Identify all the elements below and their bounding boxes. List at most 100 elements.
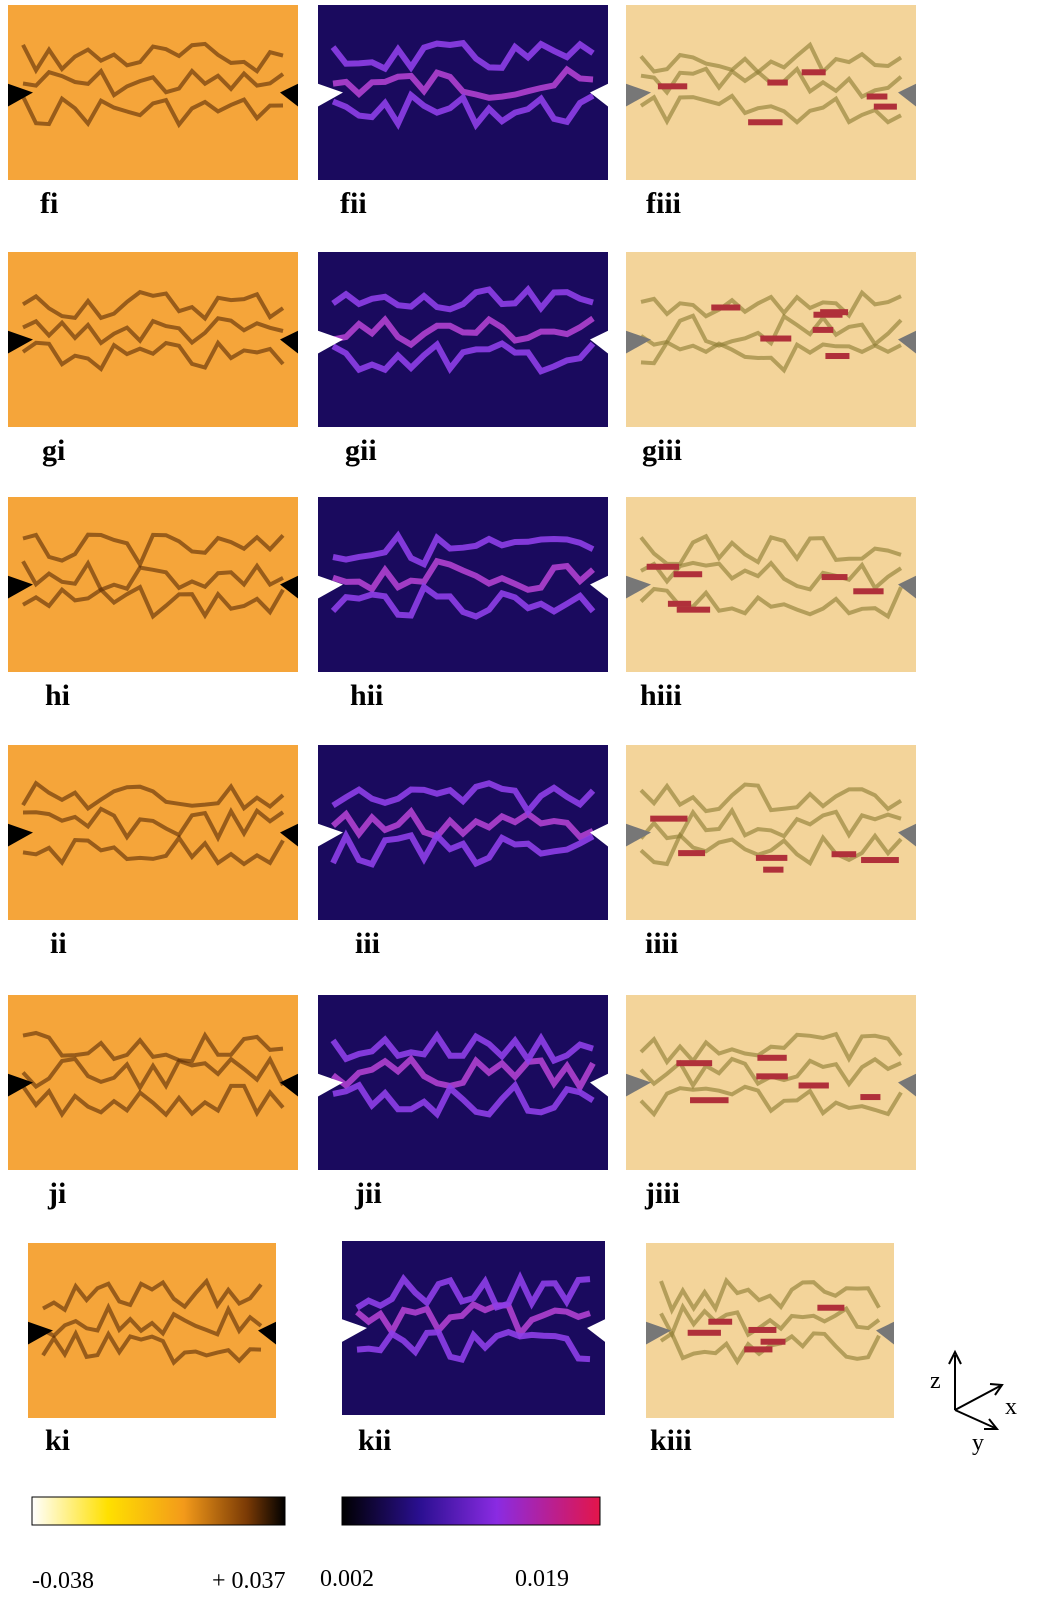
panel-label: gi: [42, 434, 65, 467]
notch: [258, 1321, 276, 1345]
crack: [331, 339, 596, 375]
crack: [22, 532, 285, 569]
crack: [332, 1080, 595, 1119]
crack: [330, 39, 595, 73]
damage-patch: [831, 851, 857, 858]
crack: [330, 829, 595, 868]
panel-label: jiii: [644, 1177, 680, 1210]
crack: [21, 559, 284, 593]
panel-image: [8, 5, 298, 180]
crack: [355, 1271, 591, 1311]
notch: [318, 83, 343, 107]
notch: [8, 330, 33, 354]
damage-patch: [657, 83, 688, 90]
damage-patch: [760, 1338, 786, 1345]
notch: [318, 330, 343, 354]
damage-patch: [687, 1329, 721, 1336]
panel-label: hiii: [640, 679, 682, 712]
notch: [590, 330, 608, 354]
panel-label: gii: [345, 434, 377, 467]
damage-patch: [812, 326, 834, 333]
damage-patch: [690, 1097, 729, 1104]
crack: [331, 90, 595, 131]
panel-image: [8, 252, 298, 427]
notch: [8, 1073, 33, 1097]
panel-image: [8, 497, 298, 672]
crack: [21, 95, 284, 129]
notch: [28, 1321, 53, 1345]
damage-patch: [755, 854, 788, 861]
damage-patch: [678, 850, 706, 857]
notch: [280, 823, 298, 847]
crack: [21, 1055, 285, 1092]
crack: [356, 1328, 591, 1363]
damage-patch: [748, 119, 783, 126]
crack: [42, 1277, 263, 1313]
notch: [590, 823, 608, 847]
crack: [639, 1084, 903, 1118]
notch: [626, 1073, 651, 1097]
axis-label: z: [930, 1368, 941, 1394]
damage-patch: [801, 69, 826, 76]
notch: [898, 83, 916, 107]
crack: [659, 1302, 881, 1339]
damage-patch: [873, 103, 897, 110]
panel-label: iiii: [645, 927, 678, 960]
damage-patch: [825, 353, 850, 360]
notch: [590, 83, 608, 107]
crack: [331, 284, 594, 314]
panel-image: [8, 995, 298, 1170]
crack: [22, 1030, 284, 1064]
crack: [330, 1030, 594, 1066]
damage-patch: [817, 1304, 845, 1311]
crack: [639, 831, 903, 867]
notch: [898, 330, 916, 354]
panel-label: fii: [340, 187, 367, 220]
colorbar: [31, 1496, 286, 1526]
crack: [332, 315, 595, 349]
crack: [659, 1330, 881, 1366]
axis-label: y: [972, 1430, 984, 1456]
notch: [590, 575, 608, 599]
crack: [22, 834, 285, 867]
panel-label: kii: [358, 1424, 391, 1457]
crack: [639, 782, 903, 814]
crack: [21, 339, 285, 373]
notch: [8, 575, 33, 599]
damage-patch: [821, 574, 848, 581]
crack: [640, 289, 902, 319]
damage-patch: [676, 1060, 713, 1067]
notch: [646, 1321, 671, 1345]
damage-patch: [860, 1094, 881, 1101]
damage-patch: [861, 857, 899, 864]
notch: [318, 1073, 343, 1097]
crack: [332, 557, 595, 594]
notch: [898, 1073, 916, 1097]
crack: [639, 93, 902, 126]
panel-image: [626, 497, 916, 672]
notch: [876, 1321, 894, 1345]
panel-label: fi: [40, 187, 58, 220]
damage-patch: [748, 1326, 777, 1333]
crack: [330, 582, 596, 620]
damage-patch: [667, 600, 692, 607]
crack: [21, 1083, 285, 1119]
crack: [332, 65, 594, 101]
crack: [42, 1302, 263, 1339]
notch: [626, 575, 651, 599]
panel-image: [318, 252, 608, 427]
damage-patch: [763, 866, 784, 873]
damage-patch: [646, 563, 680, 570]
notch: [8, 823, 33, 847]
notch: [898, 575, 916, 599]
panel-label: hii: [350, 679, 383, 712]
damage-patch: [866, 93, 888, 100]
crack: [331, 780, 596, 817]
crack: [22, 806, 285, 843]
notch: [898, 823, 916, 847]
crack: [639, 533, 902, 567]
notch: [280, 575, 298, 599]
colorbar-label: + 0.037: [212, 1568, 286, 1594]
notch: [318, 823, 343, 847]
